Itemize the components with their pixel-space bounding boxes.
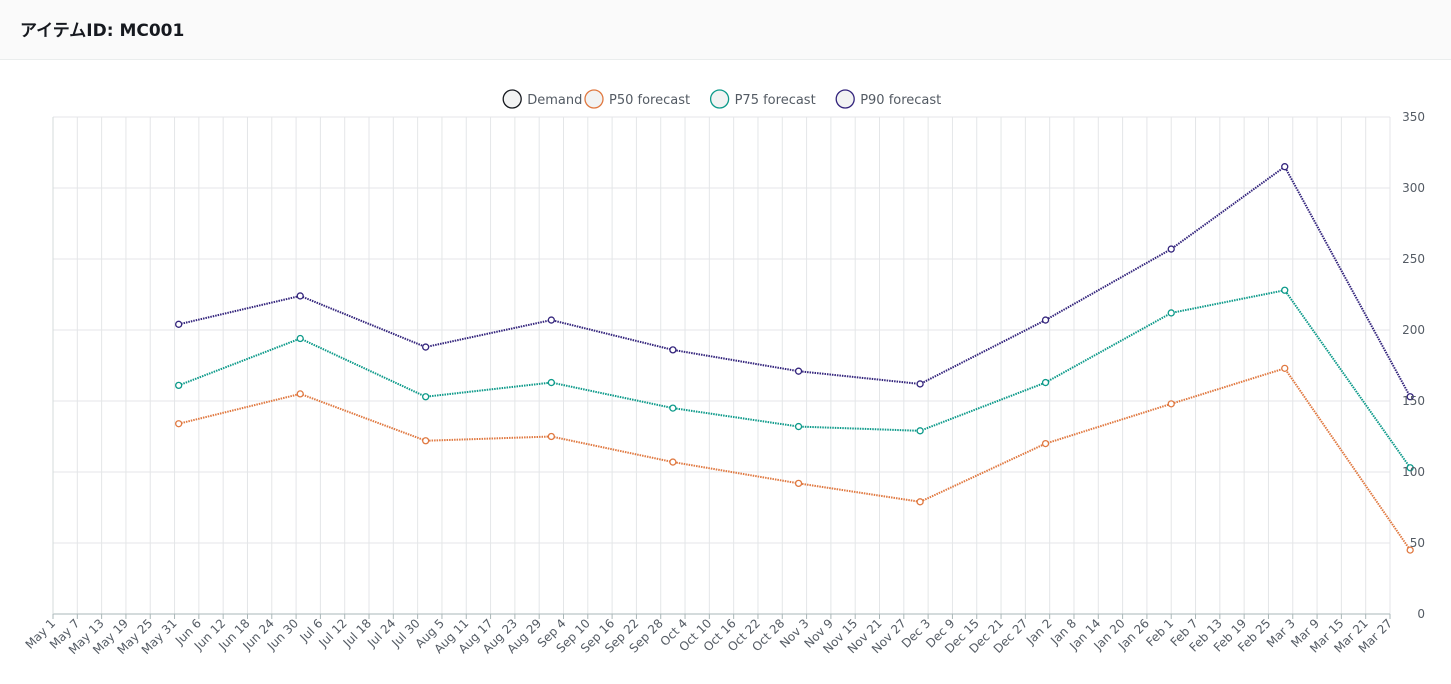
data-point-p50-forecast[interactable] [916, 498, 924, 506]
data-point-p90-forecast[interactable] [794, 367, 803, 375]
data-point-p90-forecast[interactable] [547, 316, 555, 324]
legend-label: P50 forecast [609, 93, 690, 108]
data-point-p50-forecast[interactable] [1281, 364, 1289, 372]
data-point-p75-forecast[interactable] [296, 334, 304, 343]
y-axis: 0 50 100 150 200 250 300 350 [1402, 110, 1425, 621]
series-p50-forecast [175, 364, 1414, 554]
data-point-p50-forecast[interactable] [1406, 546, 1414, 554]
chart-header: アイテムID: MC001 [0, 0, 1451, 60]
data-point-p50-forecast[interactable] [794, 479, 803, 488]
data-point-p90-forecast[interactable] [422, 343, 430, 351]
data-point-p90-forecast[interactable] [296, 292, 304, 300]
data-point-p50-forecast[interactable] [1041, 439, 1050, 448]
data-point-p75-forecast[interactable] [1281, 286, 1289, 294]
data-point-p90-forecast[interactable] [1167, 245, 1175, 253]
data-point-p75-forecast[interactable] [422, 393, 430, 401]
x-tick-label: Jan 2 [1023, 616, 1055, 648]
data-point-p90-forecast[interactable] [175, 320, 183, 328]
legend-item-p75-forecast[interactable]: P75 forecast [709, 89, 816, 109]
data-point-p75-forecast[interactable] [1406, 464, 1414, 472]
chart-legend: Demand P50 forecast P75 forecast P90 foreca… [502, 89, 941, 109]
y-tick-label: 150 [1402, 394, 1425, 408]
data-point-p75-forecast[interactable] [794, 422, 803, 431]
legend-label: Demand [527, 93, 582, 108]
data-point-p90-forecast[interactable] [669, 346, 677, 354]
chart-series [175, 163, 1414, 554]
data-point-p75-forecast[interactable] [1167, 309, 1175, 317]
y-tick-label: 200 [1402, 323, 1425, 337]
data-point-p90-forecast[interactable] [1041, 316, 1050, 324]
y-tick-label: 100 [1402, 465, 1425, 479]
series-line-p90-forecast [178, 165, 1412, 398]
data-point-p50-forecast[interactable] [296, 390, 304, 398]
y-tick-label: 250 [1402, 252, 1425, 266]
data-point-p90-forecast[interactable] [1281, 163, 1289, 171]
data-point-p75-forecast[interactable] [1041, 378, 1050, 387]
data-point-p90-forecast[interactable] [916, 380, 924, 388]
data-point-p75-forecast[interactable] [669, 404, 677, 412]
y-tick-label: 0 [1417, 607, 1425, 621]
series-p90-forecast [175, 163, 1414, 401]
legend-item-p90-forecast[interactable]: P90 forecast [835, 89, 941, 109]
forecast-line-chart: Demand P50 forecast P75 forecast P90 foreca… [23, 89, 1425, 657]
y-tick-label: 50 [1410, 536, 1425, 550]
data-point-p50-forecast[interactable] [1167, 400, 1175, 408]
legend-swatch-p75-forecast [709, 89, 730, 109]
chart-grid [52, 116, 1391, 615]
data-point-p50-forecast[interactable] [175, 420, 183, 428]
data-point-p50-forecast[interactable] [669, 458, 677, 466]
data-point-p90-forecast[interactable] [1406, 393, 1414, 401]
legend-label: P75 forecast [735, 93, 816, 108]
y-tick-label: 300 [1402, 181, 1425, 195]
page-title: アイテムID: MC001 [20, 21, 185, 41]
data-point-p50-forecast[interactable] [422, 437, 430, 445]
legend-swatch-p50-forecast [584, 89, 604, 109]
series-p75-forecast [175, 286, 1414, 472]
data-point-p75-forecast[interactable] [547, 378, 555, 387]
series-line-p50-forecast [178, 367, 1411, 551]
legend-label: P90 forecast [860, 93, 941, 108]
series-line-p75-forecast [178, 289, 1411, 469]
legend-item-demand[interactable]: Demand [502, 89, 582, 109]
y-tick-label: 350 [1402, 110, 1425, 124]
data-point-p75-forecast[interactable] [916, 427, 924, 435]
data-point-p75-forecast[interactable] [175, 381, 183, 390]
data-point-p50-forecast[interactable] [547, 432, 555, 441]
legend-swatch-p90-forecast [835, 89, 855, 109]
legend-item-p50-forecast[interactable]: P50 forecast [584, 89, 690, 109]
legend-swatch-demand [502, 89, 522, 109]
